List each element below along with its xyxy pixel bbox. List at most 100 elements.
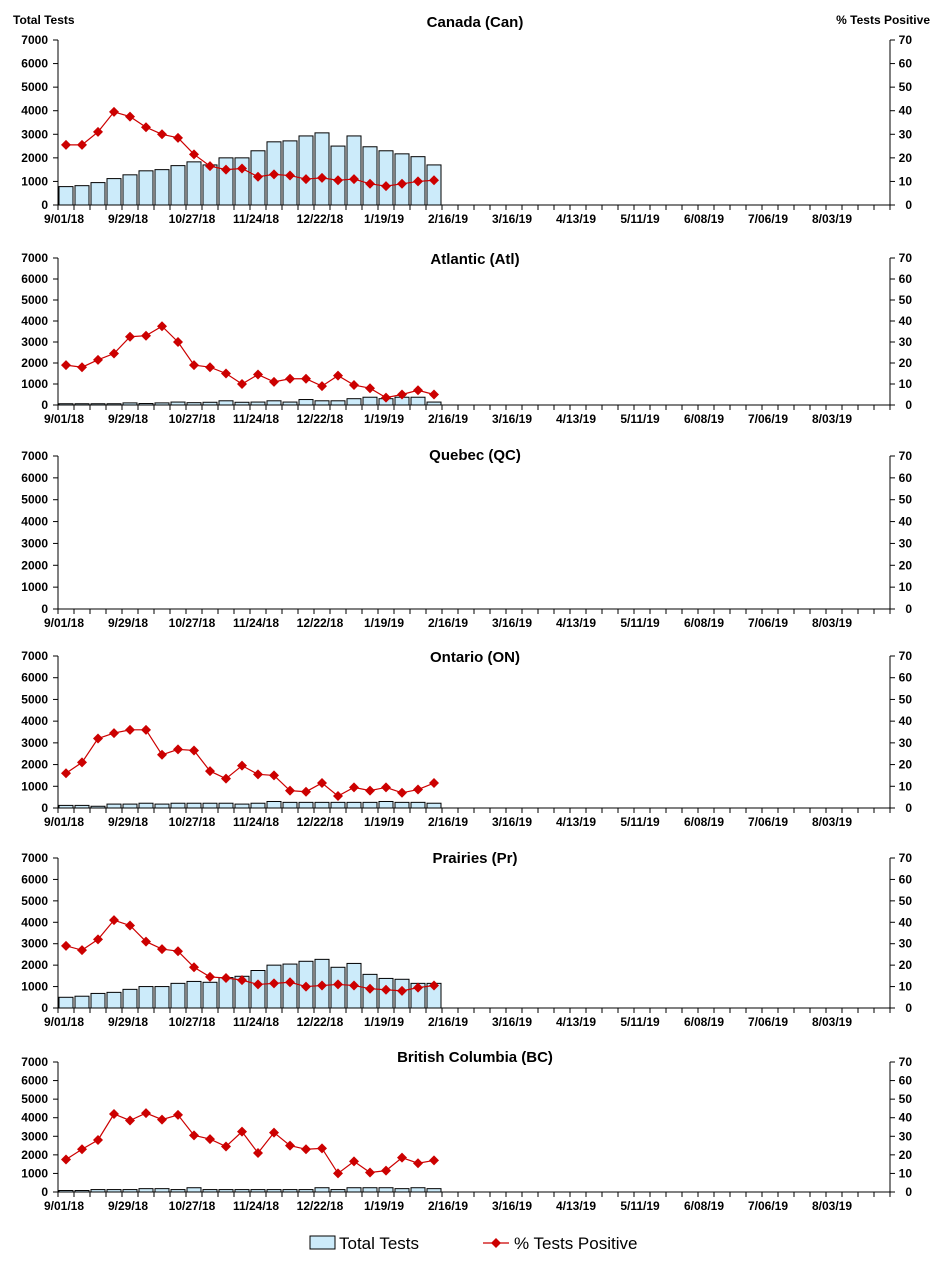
pct-positive-point xyxy=(205,362,215,373)
x-tick-label: 7/06/19 xyxy=(748,1015,788,1029)
pct-positive-point xyxy=(125,1115,135,1126)
pct-positive-point xyxy=(301,1144,311,1155)
legend-diamond-marker xyxy=(491,1238,501,1248)
panel-3: Ontario (ON)0100020003000400050006000700… xyxy=(21,649,912,829)
bar-total-tests xyxy=(170,165,186,206)
pct-positive-point xyxy=(109,1109,119,1119)
x-tick-label: 7/06/19 xyxy=(748,1199,788,1213)
bar-total-tests xyxy=(378,800,394,809)
pct-positive-point xyxy=(429,980,439,991)
left-y-tick-label: 1000 xyxy=(21,779,48,793)
bar-total-tests xyxy=(330,400,346,406)
right-y-tick-label: 70 xyxy=(899,33,913,47)
pct-positive-point xyxy=(189,1130,199,1141)
bar-total-tests xyxy=(234,803,250,809)
bar-total-tests xyxy=(362,1187,378,1193)
pct-positive-point xyxy=(349,980,359,991)
left-y-tick-label: 5000 xyxy=(21,692,48,706)
right-y-tick-label: 70 xyxy=(899,649,913,663)
pct-positive-point xyxy=(221,973,231,983)
x-tick-label: 4/13/19 xyxy=(556,616,596,630)
right-y-tick-label: 30 xyxy=(899,736,913,750)
pct-positive-point xyxy=(301,981,311,992)
left-y-tick-label: 6000 xyxy=(21,272,48,286)
pct-positive-point xyxy=(157,129,167,140)
panel-title: Prairies (Pr) xyxy=(432,850,517,867)
right-y-tick-label: 0 xyxy=(905,198,912,212)
right-y-tick-label: 60 xyxy=(899,57,913,71)
left-y-tick-label: 0 xyxy=(41,602,48,616)
bar-total-tests xyxy=(154,169,170,206)
left-y-tick-label: 3000 xyxy=(21,127,48,141)
x-tick-label: 8/03/19 xyxy=(812,212,852,226)
pct-positive-point xyxy=(349,1156,359,1167)
x-tick-label: 4/13/19 xyxy=(556,1199,596,1213)
pct-positive-line xyxy=(65,1112,435,1175)
left-y-tick-label: 4000 xyxy=(21,314,48,328)
pct-positive-point xyxy=(173,132,183,143)
right-y-tick-label: 10 xyxy=(899,980,913,994)
x-tick-label: 9/29/18 xyxy=(108,412,148,426)
pct-positive-point xyxy=(253,769,263,780)
pct-positive-point xyxy=(365,383,375,394)
right-y-tick-label: 50 xyxy=(899,1092,913,1106)
x-tick-label: 2/16/19 xyxy=(428,616,468,630)
pct-positive-point xyxy=(189,149,199,160)
x-tick-label: 9/29/18 xyxy=(108,1015,148,1029)
left-y-tick-label: 5000 xyxy=(21,894,48,908)
pct-positive-point xyxy=(333,979,343,990)
pct-positive-point xyxy=(93,1135,103,1145)
pct-positive-point xyxy=(253,1148,263,1158)
bar-total-tests xyxy=(154,986,170,1009)
left-y-tick-label: 5000 xyxy=(21,493,48,507)
pct-positive-point xyxy=(285,1140,295,1151)
pct-positive-point xyxy=(237,379,247,389)
x-tick-label: 10/27/18 xyxy=(169,212,216,226)
pct-positive-point xyxy=(77,362,87,373)
right-y-tick-label: 0 xyxy=(905,1185,912,1199)
right-y-tick-label: 40 xyxy=(899,104,913,118)
x-tick-label: 6/08/19 xyxy=(684,815,724,829)
left-y-tick-label: 0 xyxy=(41,801,48,815)
pct-positive-point xyxy=(285,373,295,384)
x-tick-label: 10/27/18 xyxy=(169,616,216,630)
left-y-tick-label: 6000 xyxy=(21,671,48,685)
bar-total-tests xyxy=(314,400,330,406)
bar-total-tests xyxy=(138,986,154,1009)
x-tick-label: 5/11/19 xyxy=(620,412,660,426)
right-y-tick-label: 40 xyxy=(899,314,913,328)
pct-positive-point xyxy=(173,744,183,755)
pct-positive-point xyxy=(125,724,135,735)
x-tick-label: 6/08/19 xyxy=(684,212,724,226)
x-tick-label: 5/11/19 xyxy=(620,815,660,829)
left-y-tick-label: 6000 xyxy=(21,471,48,485)
pct-positive-point xyxy=(109,106,119,117)
pct-positive-point xyxy=(381,984,391,995)
bar-total-tests xyxy=(362,146,378,206)
panel-2: Quebec (QC) 0 1000 2000 3000 4000 5000 6000 7000… xyxy=(21,447,912,630)
pct-positive-point xyxy=(269,1127,279,1138)
left-y-tick-label: 3000 xyxy=(21,536,48,550)
pct-positive-point xyxy=(429,778,439,789)
bar-total-tests xyxy=(58,186,74,206)
x-tick-label: 7/06/19 xyxy=(748,815,788,829)
right-y-tick-label: 20 xyxy=(899,558,913,572)
bar-total-tests xyxy=(170,982,186,1009)
left-y-tick-label: 0 xyxy=(41,1001,48,1015)
bar-total-tests xyxy=(378,1187,394,1193)
bar-total-tests xyxy=(122,174,138,206)
right-y-tick-label: 60 xyxy=(899,872,913,886)
bar-total-tests xyxy=(218,802,234,809)
left-y-tick-label: 7000 xyxy=(21,851,48,865)
x-tick-label: 9/01/18 xyxy=(44,1015,84,1029)
bar-total-tests xyxy=(426,1188,442,1193)
pct-positive-point xyxy=(381,1165,391,1176)
bar-total-tests xyxy=(202,981,218,1009)
x-tick-label: 12/22/18 xyxy=(297,1199,344,1213)
x-tick-label: 8/03/19 xyxy=(812,1015,852,1029)
right-y-tick-label: 60 xyxy=(899,471,913,485)
bar-total-tests xyxy=(186,1187,202,1193)
pct-positive-point xyxy=(413,784,423,795)
pct-positive-point xyxy=(77,139,87,150)
